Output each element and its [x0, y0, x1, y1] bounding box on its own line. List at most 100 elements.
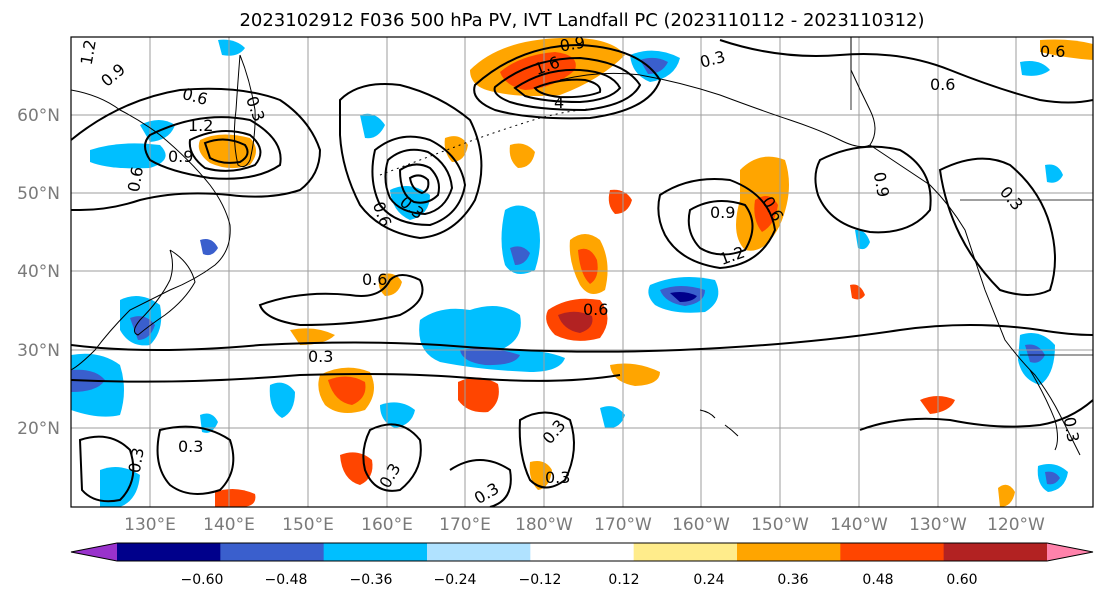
lon-label: 130°E: [124, 515, 176, 535]
colorbar-swatches: [70, 542, 1094, 562]
coastline-alaska: [559, 37, 876, 148]
contour-line: [384, 148, 454, 216]
lat-label: 40°N: [17, 262, 60, 282]
coastline-japan: [134, 249, 196, 336]
pv-anomaly-negative: [1045, 164, 1063, 183]
colorbar-outline: [70, 542, 1094, 562]
pv-anomaly-positive: [215, 488, 256, 507]
contour-line: [493, 56, 642, 112]
pv-anomaly-positive: [608, 189, 632, 214]
pv-anomaly-positive: [458, 377, 499, 413]
lon-label: 160°W: [672, 515, 730, 535]
pv-anomaly-negative: [360, 113, 385, 139]
lon-label: 120°W: [987, 515, 1045, 535]
contour-label: 0.6: [1040, 42, 1065, 61]
colorbar-extend-low: [71, 543, 117, 561]
lat-label: 60°N: [17, 106, 60, 126]
contour-line: [449, 459, 512, 507]
map-panel: 1.2 0.9 0.6 0.3 1.2 0.9 0.6 1.6 0.9 0.3 …: [70, 32, 1094, 508]
pv-anomaly-negative: [390, 186, 430, 220]
colorbar-swatch: [633, 543, 738, 561]
contour-label: 0.3: [1060, 415, 1083, 443]
colorbar-tick-label: 0.12: [608, 572, 639, 588]
colorbar-swatch: [323, 543, 428, 561]
contour-line: [859, 399, 1093, 431]
pv-anomaly-positive: [509, 143, 535, 168]
contour-label: 1.2: [77, 38, 100, 66]
contour-line: [473, 43, 662, 120]
contour-line: [513, 68, 622, 104]
contour-line: [371, 135, 467, 227]
longitude-axis: 130°E 140°E 150°E 160°E 170°E 180°W 170°…: [124, 515, 1045, 535]
contour-line: [156, 425, 235, 495]
colorbar-tick-label: 0.36: [777, 572, 808, 588]
lon-label: 150°E: [282, 515, 334, 535]
colorbar-swatch: [427, 543, 531, 561]
pv-anomaly-positive: [378, 273, 402, 296]
colorbar-tick-label: −0.12: [519, 572, 562, 588]
contour-line: [814, 145, 932, 234]
figure-title: 2023102912 F036 500 hPa PV, IVT Landfall…: [239, 10, 924, 31]
coastlines: [71, 37, 1093, 456]
colorbar-tick-label: 0.24: [693, 572, 724, 588]
pv-anomaly-negative: [600, 406, 625, 429]
colorbar-tick-label: −0.48: [265, 572, 308, 588]
contour-line: [71, 87, 322, 211]
contour-label: 0.3: [545, 468, 570, 487]
coastline-north-america: [869, 144, 1081, 456]
pv-anomaly-negative: [90, 143, 166, 169]
contour-label-group: 1.2 0.9 0.6 0.3 1.2 0.9 0.6 1.6 0.9 0.3 …: [77, 32, 1083, 507]
colorbar-tick-label: 0.60: [946, 572, 977, 588]
map-frame: [70, 36, 1094, 508]
contour-label: 0.3: [125, 446, 148, 474]
colorbar-tick-label: 0.48: [862, 572, 893, 588]
contour-line: [533, 78, 602, 99]
pv-anomaly-negative: [640, 57, 668, 74]
pv-anomaly-negative: [1025, 344, 1045, 363]
pv-anomaly-negative: [380, 402, 415, 428]
ivt-contours: [71, 39, 1093, 507]
contour-label: 0.6: [124, 165, 147, 193]
pv-anomaly-negative: [269, 382, 295, 418]
pv-anomaly-positive: [328, 376, 366, 405]
contour-label: 0.9: [168, 147, 193, 166]
pv-anomaly-negative: [501, 205, 540, 274]
contour-label: 0.9: [710, 203, 735, 222]
lon-label: 140°E: [203, 515, 255, 535]
latitude-axis: 60°N 50°N 40°N 30°N 20°N: [17, 106, 60, 439]
pv-anomaly-negative: [1045, 471, 1060, 485]
contour-label: 4: [554, 93, 564, 112]
colorbar-tick-label: −0.36: [350, 572, 393, 588]
contour-line: [719, 39, 1093, 104]
contour-line: [339, 83, 483, 240]
coastline-kamchatka: [233, 54, 256, 168]
contour-label: 0.6: [930, 75, 955, 94]
pv-anomaly-positive: [558, 311, 593, 333]
colorbar: −0.60 −0.48 −0.36 −0.24 −0.12 0.12 0.24 …: [70, 542, 1094, 588]
pv-anomaly-positive: [500, 52, 576, 90]
pv-anomaly-negative: [100, 466, 140, 507]
colorbar-swatch: [530, 543, 635, 561]
colorbar-swatch: [943, 543, 1048, 561]
contour-line: [71, 373, 621, 383]
anomaly-shading: [198, 37, 1093, 507]
pv-anomaly-positive: [529, 461, 552, 490]
contour-line: [408, 174, 430, 195]
contour-label: 0.9: [558, 32, 586, 55]
pv-anomaly-negative: [670, 292, 697, 302]
colorbar-swatch: [737, 543, 841, 561]
colorbar-extend-high: [1047, 543, 1093, 561]
pv-anomaly-positive: [998, 484, 1015, 507]
lon-label: 170°W: [594, 515, 652, 535]
pv-anomaly-negative: [510, 246, 530, 265]
contour-line: [188, 130, 262, 172]
contour-label: 0.9: [870, 170, 893, 198]
pv-anomaly-positive: [754, 196, 778, 232]
lon-label: 160°E: [361, 515, 413, 535]
contour-label: 1.2: [188, 116, 213, 135]
lon-label: 150°W: [751, 515, 809, 535]
coastline-asia: [71, 89, 231, 371]
colorbar-swatch: [220, 543, 325, 561]
contour-line: [258, 274, 424, 327]
